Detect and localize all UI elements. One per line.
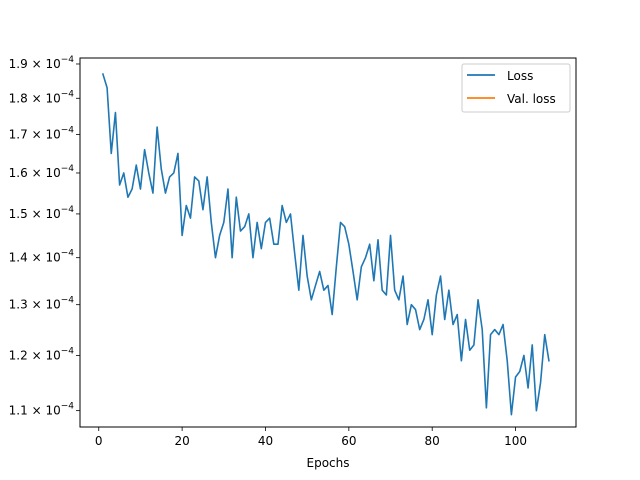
y-tick-label: 1.8 × 10−4: [9, 89, 75, 105]
x-tick-label: 100: [504, 434, 527, 448]
y-tick-label: 1.3 × 10−4: [9, 296, 75, 312]
plot-area: [80, 58, 576, 427]
legend-label-loss: Loss: [507, 69, 533, 83]
legend: Loss Val. loss: [461, 63, 571, 113]
y-tick-label: 1.2 × 10−4: [9, 346, 75, 362]
series-layer: [101, 73, 550, 416]
x-tick-label: 20: [174, 434, 189, 448]
y-tick-label: 1.4 × 10−4: [9, 249, 75, 265]
series-line-loss: [101, 73, 550, 416]
legend-label-val-loss: Val. loss: [507, 92, 556, 106]
x-axis: 0 20 40 60 80 100: [95, 427, 527, 448]
x-tick-label: 60: [341, 434, 356, 448]
plot-frame: [79, 57, 577, 428]
x-tick-label: 80: [425, 434, 440, 448]
y-axis: 1.1 × 10−4 1.2 × 10−4 1.3 × 10−4 1.4 × 10−4…: [9, 55, 80, 418]
y-tick-label: 1.6 × 10−4: [9, 164, 75, 180]
x-tick-label: 40: [258, 434, 273, 448]
legend-box: [461, 63, 571, 113]
y-tick-label: 1.9 × 10−4: [9, 55, 75, 71]
y-tick-label: 1.5 × 10−4: [9, 205, 75, 221]
x-axis-title: Epochs: [307, 456, 350, 470]
x-tick-label: 0: [95, 434, 103, 448]
y-tick-label: 1.7 × 10−4: [9, 126, 75, 142]
y-tick-label: 1.1 × 10−4: [9, 402, 75, 418]
